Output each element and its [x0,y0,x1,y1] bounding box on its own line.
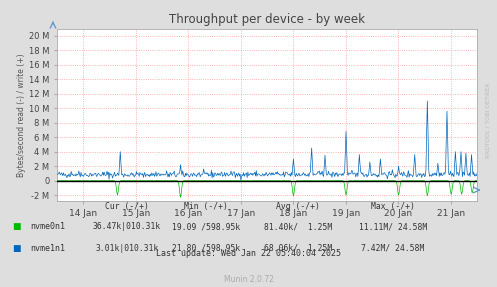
Text: 7.42M/ 24.58M: 7.42M/ 24.58M [361,244,424,253]
Text: Max (-/+): Max (-/+) [371,202,414,211]
Text: Avg (-/+): Avg (-/+) [276,202,320,211]
Text: 36.47k|010.31k: 36.47k|010.31k [92,222,161,231]
Text: nvme1n1: nvme1n1 [30,244,65,253]
Text: RRDTOOL / TOBI OETIKER: RRDTOOL / TOBI OETIKER [486,83,491,158]
Text: Last update: Wed Jan 22 05:40:04 2025: Last update: Wed Jan 22 05:40:04 2025 [156,249,341,258]
Text: Cur (-/+): Cur (-/+) [105,202,149,211]
Text: 3.01k|010.31k: 3.01k|010.31k [95,244,159,253]
Text: ■: ■ [12,222,21,231]
Text: Min (-/+): Min (-/+) [184,202,228,211]
Text: 19.09 /598.95k: 19.09 /598.95k [172,222,241,231]
Text: 68.06k/  1.25M: 68.06k/ 1.25M [264,244,332,253]
Text: 81.40k/  1.25M: 81.40k/ 1.25M [264,222,332,231]
Text: nvme0n1: nvme0n1 [30,222,65,231]
Text: 21.80 /598.95k: 21.80 /598.95k [172,244,241,253]
Title: Throughput per device - by week: Throughput per device - by week [169,13,365,26]
Text: ■: ■ [12,244,21,253]
Text: 11.11M/ 24.58M: 11.11M/ 24.58M [358,222,427,231]
Y-axis label: Bytes/second read (-) / write (+): Bytes/second read (-) / write (+) [17,53,26,177]
Text: Munin 2.0.72: Munin 2.0.72 [224,275,273,284]
